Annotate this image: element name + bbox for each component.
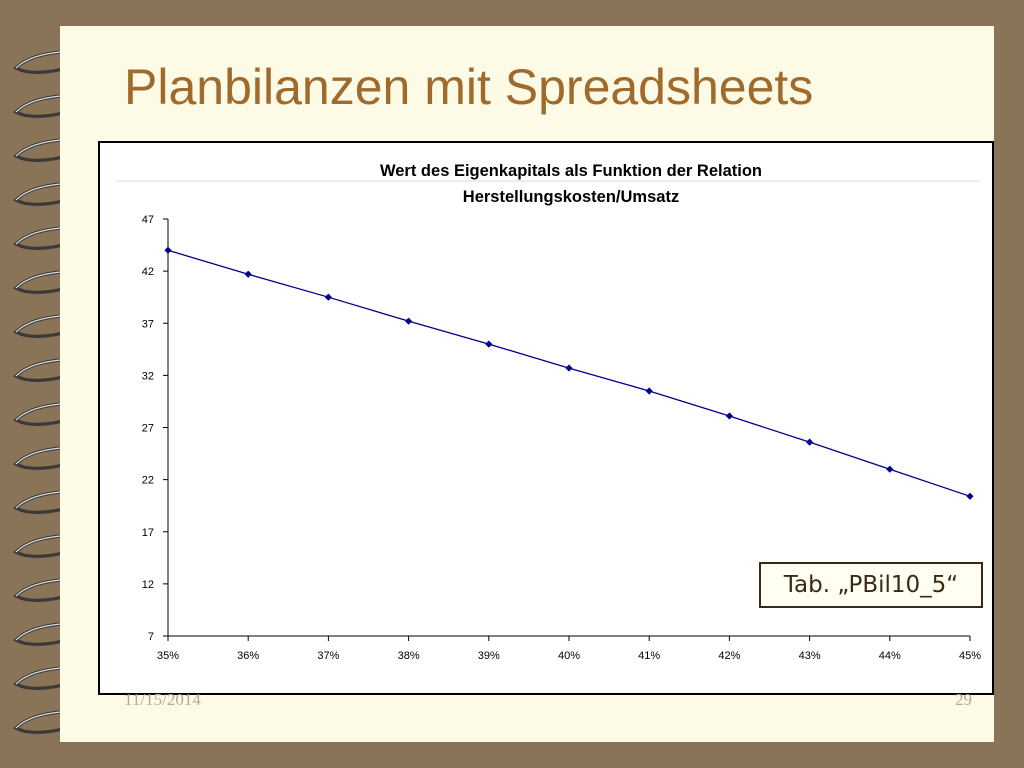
data-point (886, 465, 894, 473)
y-tick-label: 32 (142, 370, 154, 382)
y-tick-label: 7 (148, 631, 154, 643)
chart-title-line: Wert des Eigenkapitals als Funktion der … (380, 162, 762, 180)
data-point (324, 293, 332, 301)
y-tick-label: 27 (142, 423, 154, 435)
y-tick-label: 17 (142, 527, 154, 539)
data-point (244, 270, 252, 278)
line-chart: Wert des Eigenkapitals als Funktion der … (116, 162, 981, 662)
data-point (485, 340, 493, 348)
y-tick-label: 47 (142, 214, 154, 226)
footer-page-number: 29 (955, 690, 972, 709)
y-tick-label: 12 (142, 579, 154, 591)
data-point (806, 438, 814, 446)
table-reference-label: Tab. „PBil10_5“ (759, 562, 983, 608)
x-tick-label: 37% (317, 650, 339, 662)
chart-title-line: Herstellungskosten/Umsatz (463, 188, 679, 206)
y-tick-label: 37 (142, 318, 154, 330)
footer-date: 11/15/2014 (124, 690, 201, 709)
y-tick-label: 42 (142, 266, 154, 278)
x-tick-label: 38% (398, 650, 420, 662)
x-tick-label: 36% (237, 650, 259, 662)
series-line (167, 249, 971, 497)
x-tick-label: 44% (879, 650, 901, 662)
data-point (565, 364, 573, 372)
data-point (164, 246, 172, 254)
x-tick-label: 45% (959, 650, 981, 662)
data-point (645, 387, 653, 395)
chart-frame: Wert des Eigenkapitals als Funktion der … (98, 141, 994, 695)
data-point (405, 317, 413, 325)
x-tick-label: 39% (478, 650, 500, 662)
x-tick-label: 42% (718, 650, 740, 662)
x-tick-label: 43% (799, 650, 821, 662)
data-point (966, 492, 974, 500)
x-tick-label: 35% (157, 650, 179, 662)
x-tick-label: 41% (638, 650, 660, 662)
data-point (725, 412, 733, 420)
x-tick-label: 40% (558, 650, 580, 662)
slide-title: Planbilanzen mit Spreadsheets (124, 59, 814, 115)
y-tick-label: 22 (142, 475, 154, 487)
